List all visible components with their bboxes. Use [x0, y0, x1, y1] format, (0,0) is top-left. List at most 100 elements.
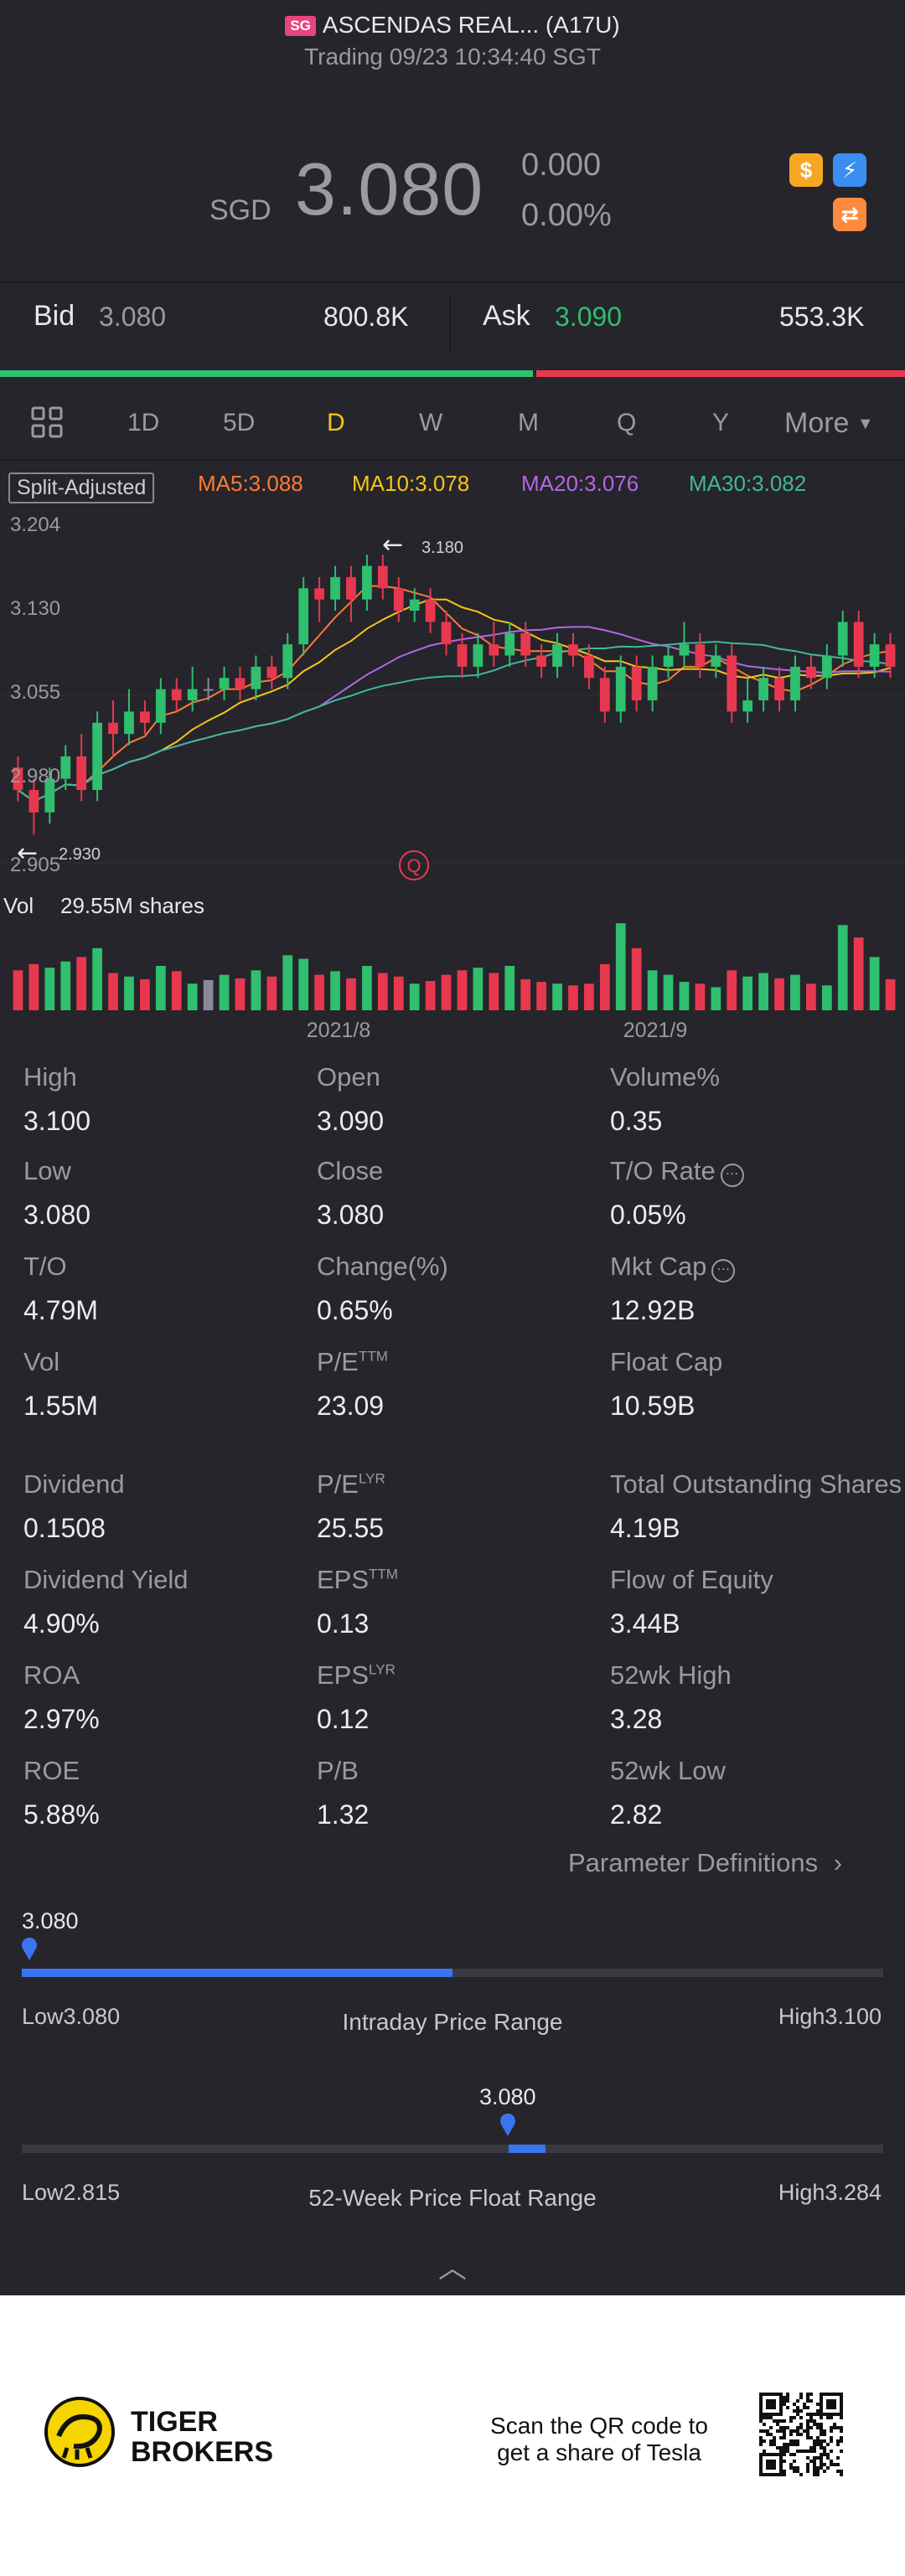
bid-size: 800.8K — [323, 302, 409, 332]
candle-body — [869, 644, 880, 667]
candle-body — [837, 622, 848, 656]
candle-body — [584, 655, 594, 679]
qr-module — [833, 2463, 836, 2466]
stat-label: P/ELYR — [317, 1469, 385, 1500]
split-adjusted-badge[interactable]: Split-Adjusted — [8, 472, 155, 503]
qr-module — [799, 2409, 803, 2413]
qr-module — [783, 2436, 786, 2439]
candle-body — [235, 678, 246, 689]
promo-footer: TIGER BROKERS Scan the QR code to get a … — [0, 2295, 905, 2576]
volume-bar — [171, 971, 182, 1010]
collapse-chevron-icon[interactable]: ︿ — [438, 2253, 467, 2284]
qr-module — [833, 2403, 836, 2406]
y-tick-label: 3.204 — [10, 514, 60, 536]
stock-name: ASCENDAS REAL... (A17U) — [322, 12, 620, 38]
chevron-right-icon: › — [833, 1848, 843, 1877]
candle-body — [504, 632, 515, 656]
tab-1d[interactable]: 1D — [127, 409, 160, 436]
qr-module — [766, 2399, 769, 2403]
intraday-low: Low3.080 — [22, 2004, 121, 2029]
qr-module — [840, 2396, 843, 2399]
week52-high: High3.284 — [778, 2180, 882, 2205]
tab-y[interactable]: Y — [712, 409, 730, 436]
qr-module — [766, 2406, 769, 2409]
qr-module — [820, 2426, 823, 2429]
stat-value: 0.05% — [610, 1200, 686, 1230]
qr-module — [766, 2460, 769, 2463]
tab-m[interactable]: M — [518, 409, 539, 436]
qr-module — [759, 2399, 763, 2403]
volume-bar — [441, 974, 452, 1010]
qr-module — [840, 2409, 843, 2413]
market-flag: SG — [285, 16, 316, 36]
parameter-definitions-link[interactable]: Parameter Definitions › — [568, 1848, 842, 1878]
qr-module — [759, 2406, 763, 2409]
qr-module — [820, 2446, 823, 2450]
stat-label: EPSTTM — [317, 1565, 398, 1595]
volume-bar — [108, 973, 118, 1010]
week52-title: 52-Week Price Float Range — [308, 2185, 597, 2211]
qr-module — [806, 2456, 809, 2460]
intraday-high: High3.100 — [778, 2004, 882, 2029]
earnings-marker[interactable]: Q — [399, 850, 429, 880]
stat-label-text: Dividend Yield — [23, 1565, 189, 1594]
candle-body — [885, 644, 896, 667]
ma30-label: MA30:3.082 — [689, 471, 807, 496]
candlestick-chart[interactable]: 3.204 3.130 3.055 2.980 2.905 ← 3.180 ← … — [0, 511, 905, 1047]
stat-value: 3.080 — [23, 1200, 91, 1230]
qr-module — [813, 2443, 816, 2446]
stat-label-text: Mkt Cap — [610, 1252, 707, 1281]
stat-label-text: Close — [317, 1156, 384, 1185]
candle-body — [568, 644, 578, 656]
qr-module — [823, 2453, 826, 2456]
grid-icon[interactable] — [30, 405, 64, 446]
qr-module — [840, 2403, 843, 2406]
tab-q[interactable]: Q — [617, 409, 637, 436]
qr-module — [813, 2466, 816, 2470]
swap-icon[interactable]: ⇄ — [833, 198, 866, 231]
qr-module — [779, 2406, 783, 2409]
qr-module — [789, 2466, 793, 2470]
volume-bar — [362, 966, 372, 1010]
qr-module — [769, 2439, 773, 2443]
qr-module — [820, 2439, 823, 2443]
qr-module — [769, 2403, 773, 2406]
qr-module — [793, 2403, 796, 2406]
candle-body — [13, 767, 23, 791]
qr-module — [796, 2443, 799, 2446]
stat-label: Float Cap — [610, 1347, 722, 1377]
tab-5d[interactable]: 5D — [223, 409, 256, 436]
dollar-icon[interactable]: $ — [789, 153, 823, 187]
stat-label-text: Vol — [23, 1347, 60, 1376]
qr-module — [840, 2436, 843, 2439]
qr-module — [789, 2443, 793, 2446]
qr-module — [823, 2450, 826, 2453]
qr-module — [769, 2413, 773, 2416]
volume-bar — [13, 970, 23, 1010]
stat-value: 3.090 — [317, 1106, 385, 1136]
stat-value: 4.90% — [23, 1608, 100, 1639]
tab-w[interactable]: W — [419, 409, 443, 436]
tab-d[interactable]: D — [327, 409, 345, 436]
qr-module — [840, 2429, 843, 2433]
ma5-label: MA5:3.088 — [198, 471, 303, 496]
tab-more[interactable]: More ▼ — [784, 407, 874, 440]
qr-module — [773, 2439, 776, 2443]
qr-module — [820, 2466, 823, 2470]
candle-body — [520, 632, 531, 656]
info-icon[interactable]: ⋯ — [720, 1164, 744, 1187]
qr-module — [799, 2450, 803, 2453]
candle-body — [441, 622, 452, 645]
lightning-icon[interactable]: ⚡ — [833, 153, 866, 187]
qr-module — [793, 2466, 796, 2470]
stat-label: 52wk Low — [610, 1756, 726, 1786]
stat-label-text: Change(%) — [317, 1252, 448, 1281]
earnings-marker-label: Q — [406, 855, 421, 876]
stat-value: 25.55 — [317, 1513, 385, 1543]
volume-bar — [409, 983, 420, 1010]
qr-module — [786, 2399, 789, 2403]
qr-module — [779, 2450, 783, 2453]
info-icon[interactable]: ⋯ — [711, 1259, 736, 1283]
candle-body — [203, 689, 214, 691]
qr-module — [786, 2426, 789, 2429]
